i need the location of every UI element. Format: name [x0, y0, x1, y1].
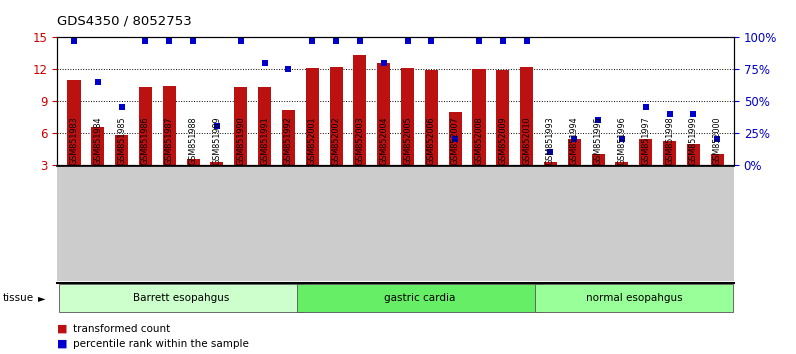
- Bar: [711, 154, 724, 196]
- Point: [521, 38, 533, 44]
- FancyBboxPatch shape: [297, 284, 542, 312]
- Point: [92, 79, 104, 85]
- Bar: [425, 70, 438, 196]
- Point: [306, 38, 318, 44]
- Bar: [449, 112, 462, 196]
- Point: [473, 38, 486, 44]
- Point: [211, 124, 224, 129]
- Bar: [473, 69, 486, 196]
- Bar: [115, 135, 128, 196]
- Bar: [615, 162, 629, 196]
- Point: [234, 38, 247, 44]
- Point: [544, 149, 557, 155]
- Text: Barrett esopahgus: Barrett esopahgus: [133, 293, 229, 303]
- Point: [615, 136, 628, 142]
- Point: [497, 38, 509, 44]
- Text: normal esopahgus: normal esopahgus: [586, 293, 682, 303]
- Text: GDS4350 / 8052753: GDS4350 / 8052753: [57, 14, 192, 27]
- Point: [163, 38, 176, 44]
- Bar: [258, 87, 271, 196]
- Bar: [68, 80, 80, 196]
- Text: percentile rank within the sample: percentile rank within the sample: [73, 339, 249, 349]
- FancyBboxPatch shape: [535, 284, 733, 312]
- Point: [687, 111, 700, 116]
- Bar: [139, 87, 152, 196]
- Bar: [639, 139, 652, 196]
- Bar: [544, 162, 557, 196]
- Point: [187, 38, 200, 44]
- FancyBboxPatch shape: [58, 284, 304, 312]
- Point: [425, 38, 438, 44]
- Point: [353, 38, 366, 44]
- Bar: [401, 68, 414, 196]
- Point: [330, 38, 342, 44]
- Text: ■: ■: [57, 324, 68, 333]
- Bar: [520, 67, 533, 196]
- Point: [377, 60, 390, 65]
- Point: [115, 104, 128, 110]
- Text: ►: ►: [38, 293, 45, 303]
- Bar: [568, 139, 581, 196]
- Point: [663, 111, 676, 116]
- Bar: [330, 67, 342, 196]
- Point: [258, 60, 271, 65]
- Text: transformed count: transformed count: [73, 324, 170, 333]
- Point: [568, 136, 580, 142]
- Point: [401, 38, 414, 44]
- Bar: [663, 141, 676, 196]
- Bar: [306, 68, 318, 196]
- Text: gastric cardia: gastric cardia: [384, 293, 455, 303]
- Bar: [162, 86, 176, 196]
- Bar: [210, 162, 224, 196]
- Bar: [377, 63, 390, 196]
- Bar: [496, 70, 509, 196]
- Point: [639, 104, 652, 110]
- Point: [139, 38, 152, 44]
- Point: [282, 66, 295, 72]
- Point: [591, 117, 604, 123]
- Bar: [92, 127, 104, 196]
- Bar: [687, 144, 700, 196]
- Bar: [186, 159, 200, 196]
- Point: [711, 136, 724, 142]
- Point: [449, 136, 462, 142]
- Bar: [353, 55, 366, 196]
- Text: ■: ■: [57, 339, 68, 349]
- Bar: [282, 110, 295, 196]
- Bar: [591, 154, 605, 196]
- Bar: [234, 87, 248, 196]
- Text: tissue: tissue: [3, 293, 34, 303]
- Point: [68, 38, 80, 44]
